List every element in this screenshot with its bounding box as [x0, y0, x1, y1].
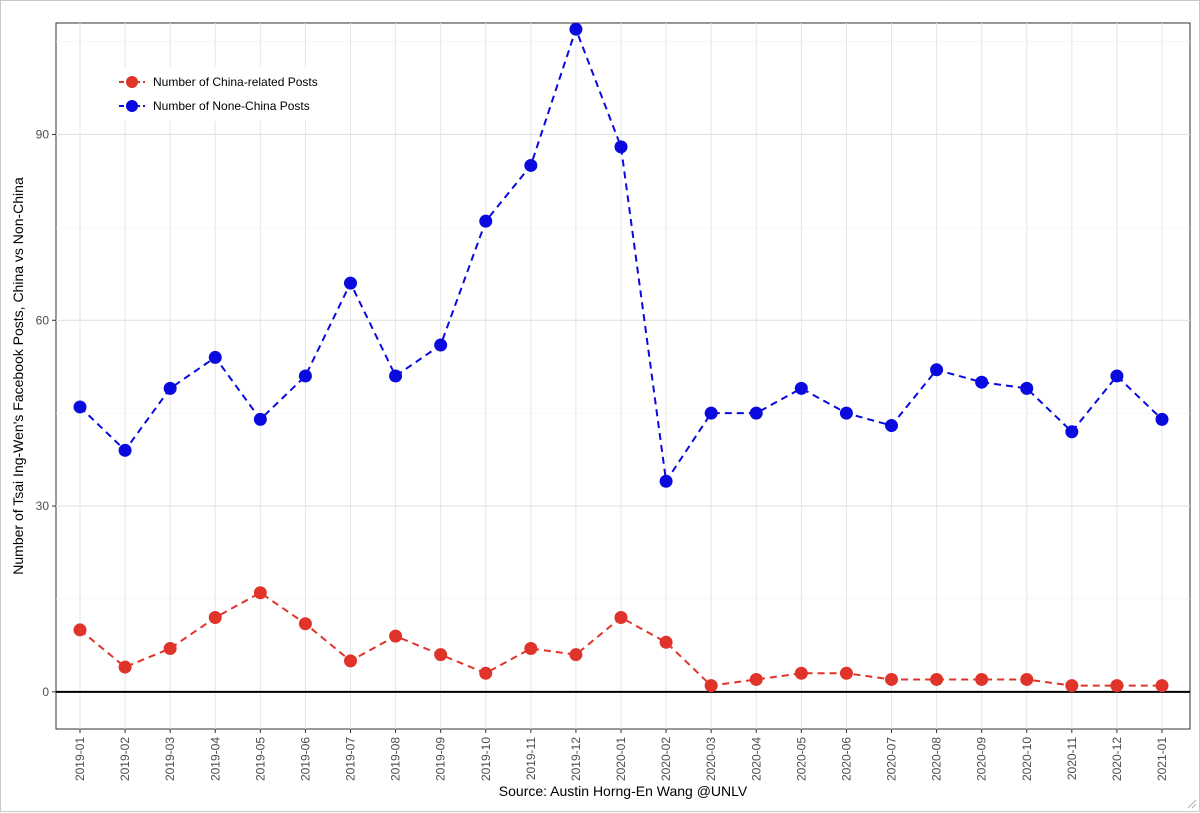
y-axis-ticks: 0 30 60 90: [36, 127, 56, 699]
data-point: [885, 672, 898, 686]
data-point: [344, 276, 357, 290]
data-point: [524, 158, 538, 172]
legend-item: Number of China-related Posts: [119, 75, 318, 89]
x-tick-label: 2020-06: [839, 737, 853, 781]
data-point: [434, 648, 448, 662]
data-point: [659, 635, 673, 649]
series-none-china: [73, 22, 1169, 488]
x-tick-label: 2019-02: [118, 737, 132, 781]
data-point: [885, 419, 898, 433]
x-tick-label: 2019-03: [163, 737, 177, 781]
data-point: [73, 623, 87, 637]
x-tick-label: 2020-10: [1020, 737, 1034, 781]
data-point: [704, 406, 718, 420]
legend-box: [113, 67, 345, 121]
data-point: [298, 617, 312, 631]
x-tick-label: 2019-09: [434, 737, 448, 781]
data-point: [118, 660, 132, 674]
plot-panel: [55, 22, 1191, 730]
data-point: [839, 666, 853, 680]
x-tick-label: 2019-12: [569, 737, 583, 781]
data-point: [1110, 369, 1124, 383]
x-tick-label: 2020-04: [749, 737, 763, 781]
x-tick-label: 2020-12: [1110, 737, 1124, 781]
data-point: [163, 381, 177, 395]
x-tick-label: 2021-01: [1155, 737, 1169, 781]
x-tick-label: 2019-06: [298, 737, 312, 781]
data-point: [479, 214, 493, 228]
data-point: [479, 666, 493, 680]
y-tick-label: 30: [36, 499, 50, 513]
data-point: [569, 22, 583, 36]
data-point: [659, 474, 673, 488]
data-point: [794, 666, 808, 680]
x-tick-label: 2020-02: [659, 737, 673, 781]
x-tick-label: 2019-01: [73, 737, 87, 781]
data-point: [614, 611, 628, 625]
legend-dot-key: [126, 76, 138, 88]
data-point: [389, 369, 403, 383]
data-point: [208, 611, 222, 625]
x-tick-label: 2019-10: [479, 737, 493, 781]
x-tick-label: 2020-01: [614, 737, 628, 781]
data-point: [1065, 679, 1079, 693]
x-tick-label: 2020-07: [885, 737, 899, 781]
data-point: [73, 400, 87, 414]
x-tick-label: 2019-05: [253, 737, 267, 781]
data-point: [1110, 679, 1124, 693]
data-point: [749, 672, 763, 686]
data-point: [749, 406, 763, 420]
data-point: [253, 412, 267, 426]
data-point: [975, 375, 989, 389]
y-tick-label: 0: [42, 685, 49, 699]
x-tick-label: 2020-08: [930, 737, 944, 781]
data-point: [930, 672, 944, 686]
x-tick-label: 2020-05: [794, 737, 808, 781]
x-axis-title: Source: Austin Horng-En Wang @UNLV: [499, 783, 748, 799]
x-tick-label: 2020-11: [1065, 737, 1079, 780]
x-tick-label: 2020-03: [704, 737, 718, 781]
data-point: [569, 648, 583, 662]
data-point: [704, 679, 718, 693]
x-tick-label: 2020-09: [975, 737, 989, 781]
data-point: [930, 363, 944, 377]
data-point: [253, 586, 267, 600]
y-axis-title: Number of Tsai Ing-Wen's Facebook Posts,…: [10, 177, 26, 575]
data-point: [434, 338, 448, 352]
y-tick-label: 60: [36, 313, 50, 327]
series-layer: [73, 22, 1169, 693]
x-tick-label: 2019-08: [389, 737, 403, 781]
data-point: [614, 140, 628, 154]
data-point: [839, 406, 853, 420]
legend-dot-key: [126, 100, 138, 112]
x-tick-label: 2019-04: [208, 737, 222, 781]
data-point: [524, 641, 538, 655]
y-tick-label: 90: [36, 127, 50, 141]
data-point: [389, 629, 403, 643]
data-point: [794, 381, 808, 395]
legend: Number of China-related Posts Number of N…: [113, 67, 345, 121]
data-point: [1020, 381, 1034, 395]
legend-item: Number of None-China Posts: [119, 99, 310, 113]
series-china-related: [73, 586, 1169, 693]
data-point: [163, 641, 177, 655]
data-point: [975, 672, 989, 686]
data-point: [1065, 425, 1079, 439]
resize-grip-icon[interactable]: [1185, 797, 1197, 809]
legend-label: Number of China-related Posts: [153, 75, 318, 89]
data-point: [298, 369, 312, 383]
data-point: [208, 350, 222, 364]
x-tick-label: 2019-11: [524, 737, 538, 780]
data-point: [118, 443, 132, 457]
data-point: [1020, 672, 1034, 686]
data-point: [344, 654, 357, 668]
x-axis-ticks: 2019-01 2019-02 2019-03 2019-04 2019-05 2019-…: [73, 729, 1169, 781]
data-point: [1155, 412, 1169, 426]
legend-label: Number of None-China Posts: [153, 99, 310, 113]
x-tick-label: 2019-07: [344, 737, 358, 781]
data-point: [1155, 679, 1169, 693]
